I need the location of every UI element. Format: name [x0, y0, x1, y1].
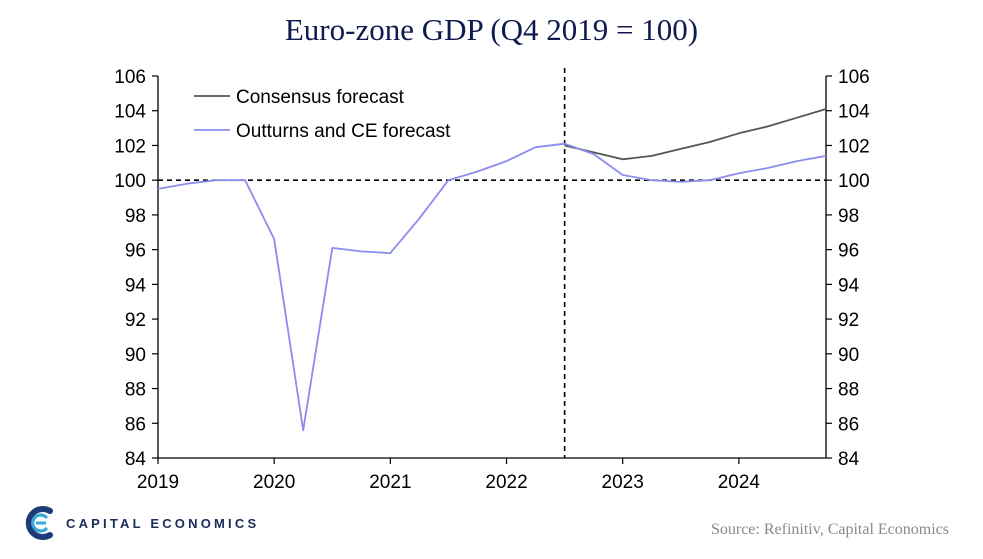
brand: CAPITAL ECONOMICS [24, 503, 259, 543]
right-y-tick-label: 104 [838, 102, 870, 123]
left-y-tick-label: 92 [125, 310, 146, 331]
brand-name: CAPITAL ECONOMICS [66, 515, 260, 531]
right-y-tick-label: 90 [838, 345, 859, 366]
x-tick-label: 2022 [485, 472, 527, 493]
right-y-tick-label: 96 [838, 241, 859, 262]
left-y-tick-label: 102 [114, 136, 146, 157]
right-y-tick-label: 106 [838, 67, 870, 88]
left-y-tick-label: 96 [125, 241, 146, 262]
left-y-tick-label: 84 [125, 449, 147, 470]
right-y-tick-label: 100 [838, 171, 870, 192]
right-y-tick-label: 92 [838, 310, 859, 331]
capital-economics-logo-icon [25, 506, 53, 540]
left-y-tick-label: 100 [114, 171, 146, 192]
chart-title: Euro-zone GDP (Q4 2019 = 100) [284, 12, 699, 47]
right-y-tick-label: 94 [838, 275, 860, 296]
source-note: Source: Refinitiv, Capital Economics [710, 521, 949, 538]
x-tick-label: 2023 [602, 472, 644, 493]
right-y-tick-label: 88 [838, 380, 859, 401]
left-y-tick-label: 106 [114, 67, 146, 88]
left-y-tick-label: 94 [125, 275, 147, 296]
right-y-tick-label: 98 [838, 206, 859, 227]
left-y-tick-label: 88 [125, 380, 146, 401]
legend-label: Outturns and CE forecast [236, 121, 451, 142]
left-y-tick-label: 104 [114, 102, 146, 123]
left-y-tick-label: 98 [125, 206, 146, 227]
legend-label: Consensus forecast [236, 87, 405, 108]
left-y-tick-label: 90 [125, 345, 146, 366]
series-line-1 [564, 108, 827, 161]
right-y-tick-label: 86 [838, 414, 859, 435]
right-y-tick-label: 102 [838, 136, 870, 157]
left-y-tick-label: 86 [125, 414, 146, 435]
x-tick-label: 2021 [369, 472, 411, 493]
right-y-tick-label: 84 [838, 449, 860, 470]
series-line-2 [157, 142, 827, 432]
x-tick-label: 2024 [718, 472, 761, 493]
x-tick-label: 2020 [253, 472, 295, 493]
x-tick-label: 2019 [137, 472, 179, 493]
